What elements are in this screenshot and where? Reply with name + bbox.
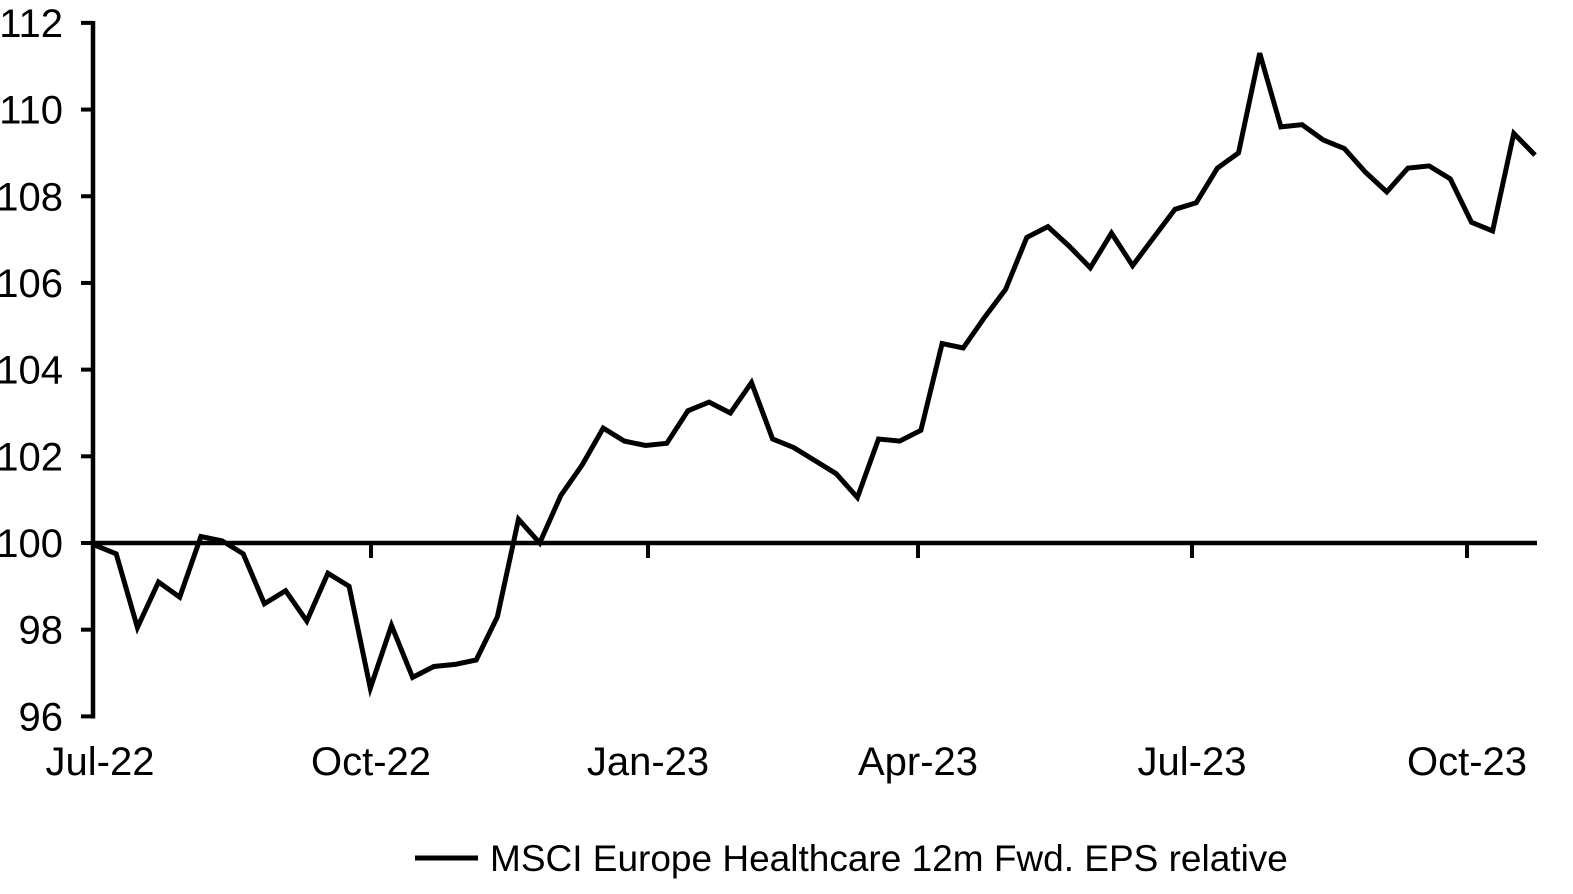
legend-series-label: MSCI Europe Healthcare 12m Fwd. EPS rela… — [490, 838, 1288, 879]
series-polyline — [94, 52, 1537, 698]
x-tick-label: Oct-22 — [311, 740, 431, 784]
y-tick-label: 100 — [0, 522, 63, 566]
x-tick-label: Apr-23 — [858, 740, 978, 784]
y-tick-label: 96 — [19, 695, 64, 739]
y-tick-label: 110 — [0, 89, 63, 133]
y-tick-label: 102 — [0, 435, 63, 479]
series-line — [94, 52, 1537, 698]
x-axis-ticks — [369, 543, 1469, 558]
y-axis-ticks — [81, 20, 93, 719]
y-tick-label: 98 — [19, 609, 64, 653]
y-tick-label: 112 — [0, 2, 63, 46]
y-tick-label: 106 — [0, 262, 63, 306]
y-axis-labels: 96 98 100 102 104 106 108 110 112 — [0, 2, 63, 740]
x-tick-label: Jul-22 — [46, 740, 155, 784]
x-axis-labels: Jul-22 Oct-22 Jan-23 Apr-23 Jul-23 Oct-23 — [46, 740, 1528, 784]
x-tick-label: Jan-23 — [587, 740, 709, 784]
x-tick-label: Jul-23 — [1138, 740, 1247, 784]
x-tick-label: Oct-23 — [1407, 740, 1527, 784]
y-tick-label: 104 — [0, 349, 63, 393]
y-tick-label: 108 — [0, 175, 63, 219]
legend: MSCI Europe Healthcare 12m Fwd. EPS rela… — [415, 838, 1288, 879]
